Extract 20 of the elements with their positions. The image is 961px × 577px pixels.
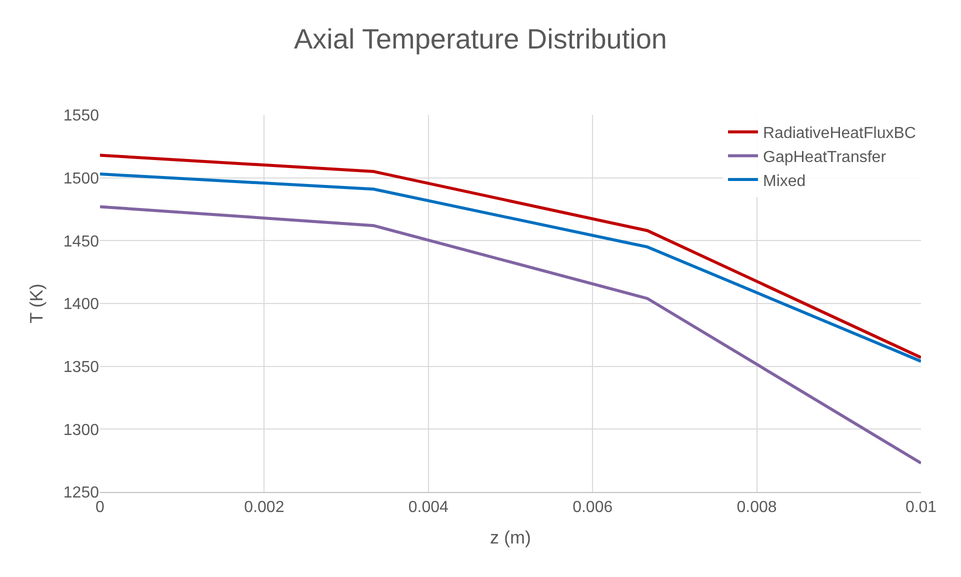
x-tick-label: 0.006 [572,499,613,516]
chart-title: Axial Temperature Distribution [294,23,667,54]
x-tick-label: 0.01 [905,499,937,516]
y-tick-label: 1350 [63,358,100,376]
x-tick-label: 0.004 [408,499,449,516]
legend-label: Mixed [763,172,806,190]
y-tick-label: 1300 [63,422,100,439]
line-series [100,205,921,465]
y-axis-title: T (K) [26,284,47,324]
legend-label: RadiativeHeatFluxBC [763,125,916,142]
y-tick-label: 1250 [63,484,100,502]
y-tick-label: 1400 [63,296,100,314]
y-tick-label: 1550 [63,108,100,125]
x-tick-label: 0.002 [244,499,284,516]
legend-label: GapHeatTransfer [763,148,887,166]
x-axis-title: z (m) [490,527,531,548]
y-tick-label: 1450 [63,233,100,250]
y-tick-label: 1500 [63,170,100,188]
x-tick-label: 0 [96,499,105,516]
x-tick-label: 0.008 [736,499,777,516]
